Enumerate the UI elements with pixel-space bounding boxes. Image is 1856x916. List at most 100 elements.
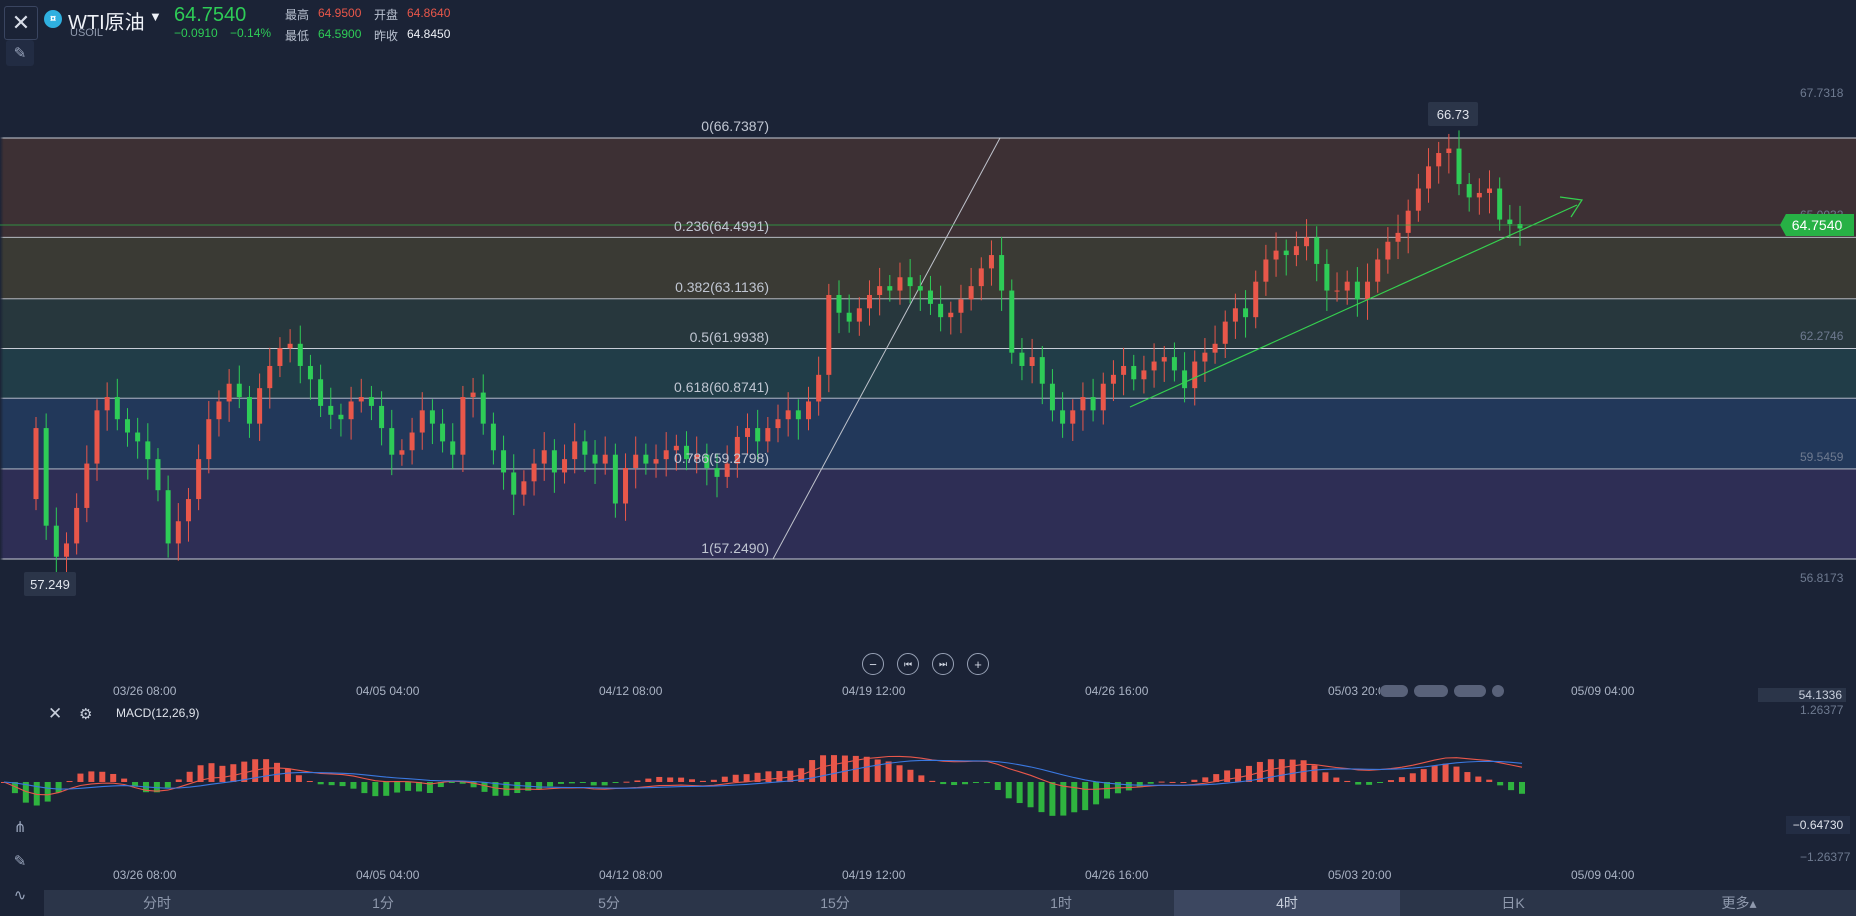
candle-body <box>1304 237 1310 247</box>
macd-bar <box>656 776 663 782</box>
fib-label-0236: 0.236(64.4991) <box>674 218 769 234</box>
tab-15min[interactable]: 15分 <box>820 895 850 911</box>
macd-bar <box>1245 765 1252 782</box>
macd-bar <box>132 782 139 787</box>
macd-bar <box>1224 770 1231 782</box>
tab-daily[interactable]: 日K <box>1501 895 1525 911</box>
time-tick: 05/03 20:00 <box>1328 868 1392 882</box>
tab-more[interactable]: 更多▴ <box>1721 895 1757 911</box>
macd-bar <box>689 779 696 782</box>
fib-label-0382: 0.382(63.1136) <box>675 279 769 295</box>
macd-bar <box>339 782 346 787</box>
macd-bar <box>1038 782 1045 813</box>
macd-bar <box>317 782 324 785</box>
macd-tick: 1.26377 <box>1800 703 1844 717</box>
candle-body <box>948 312 954 318</box>
candle-body <box>257 388 263 424</box>
macd-bar <box>415 782 422 792</box>
current-price: 64.7540 <box>174 4 247 26</box>
indicator-tool-icon[interactable]: ⋔ <box>13 819 27 836</box>
macd-bar <box>186 771 193 782</box>
candle-body <box>1314 237 1320 264</box>
candle-body <box>1466 184 1472 198</box>
close-button[interactable]: ✕ <box>4 6 38 40</box>
macd-bar <box>1497 782 1504 786</box>
candle-body <box>1151 361 1157 371</box>
macd-bar <box>295 775 302 782</box>
drawing-tool-button[interactable]: ✎ <box>6 40 34 66</box>
fib-label-0: 0(66.7387) <box>701 118 769 134</box>
scroll-back-button[interactable]: ⏮ <box>897 653 919 675</box>
line-chart-icon[interactable]: ∿ <box>13 887 27 904</box>
macd-bar <box>1398 777 1405 782</box>
macd-bar <box>1169 781 1176 783</box>
macd-bar <box>645 778 652 782</box>
candle-body <box>1436 153 1442 167</box>
candle-body <box>104 397 110 411</box>
macd-bar <box>1519 782 1525 794</box>
macd-bar <box>1191 779 1198 782</box>
close-indicator-icon[interactable]: ✕ <box>48 704 63 723</box>
macd-bar <box>1464 772 1471 782</box>
candle-body <box>287 343 293 349</box>
macd-bar <box>33 782 40 806</box>
candle-body <box>1029 357 1035 366</box>
macd-bar <box>1158 781 1165 783</box>
symbol-name[interactable]: WTI原油 <box>68 12 145 34</box>
macd-bar <box>437 782 444 788</box>
macd-bar <box>1344 780 1351 782</box>
candle-body <box>1446 148 1452 154</box>
fib-label-0618: 0.618(60.8741) <box>674 379 769 395</box>
candle-body <box>1354 281 1360 300</box>
blurred-tick-area <box>1380 683 1530 699</box>
candle-body <box>1497 188 1503 220</box>
candle-body <box>328 405 334 415</box>
macd-bar <box>11 782 18 794</box>
zoom-in-button[interactable]: + <box>967 653 989 675</box>
candle-body <box>175 521 181 544</box>
tab-1h[interactable]: 1时 <box>1050 895 1072 911</box>
macd-label: MACD(12,26,9) <box>116 706 200 720</box>
candle-body <box>988 255 994 269</box>
macd-bar <box>896 765 903 782</box>
candle-body <box>1039 357 1045 384</box>
macd-chart[interactable] <box>0 720 1540 870</box>
candle-body <box>165 490 171 544</box>
macd-bar <box>1202 777 1209 782</box>
macd-bar <box>514 782 521 794</box>
macd-bar <box>907 769 914 782</box>
time-tick: 04/19 12:00 <box>842 868 906 882</box>
macd-bar <box>1508 782 1515 791</box>
tab-fenshi[interactable]: 分时 <box>143 895 171 911</box>
macd-bar <box>263 759 270 782</box>
candle-body <box>1090 397 1096 411</box>
candle-body <box>1456 148 1462 185</box>
candle-body <box>409 432 415 451</box>
scroll-forward-button[interactable]: ⏭ <box>932 653 954 675</box>
symbol-code: USOIL <box>70 27 104 39</box>
chevron-down-icon[interactable]: ▼ <box>149 9 162 24</box>
tab-4h[interactable]: 4时 <box>1174 890 1400 916</box>
time-tick: 04/12 08:00 <box>599 868 663 882</box>
tab-1min[interactable]: 1分 <box>372 895 394 911</box>
settings-icon[interactable]: ⚙ <box>79 706 93 723</box>
candle-body <box>338 414 344 420</box>
tab-5min[interactable]: 5分 <box>598 895 620 911</box>
candle-body <box>1243 308 1249 318</box>
zoom-out-button[interactable]: − <box>862 653 884 675</box>
macd-bar <box>1475 776 1482 782</box>
candle-body <box>765 428 771 442</box>
macd-bar <box>470 782 477 788</box>
candle-body <box>724 463 730 477</box>
pencil-icon[interactable]: ✎ <box>13 853 27 870</box>
macd-bar <box>448 782 455 783</box>
candle-body <box>846 312 852 322</box>
candle-body <box>704 454 710 469</box>
candle-body <box>246 397 252 424</box>
macd-bar <box>568 782 575 784</box>
price-tick: 67.7318 <box>1800 86 1844 100</box>
candle-body <box>1182 370 1188 389</box>
candle-body <box>267 365 273 389</box>
macd-bar <box>481 782 488 792</box>
